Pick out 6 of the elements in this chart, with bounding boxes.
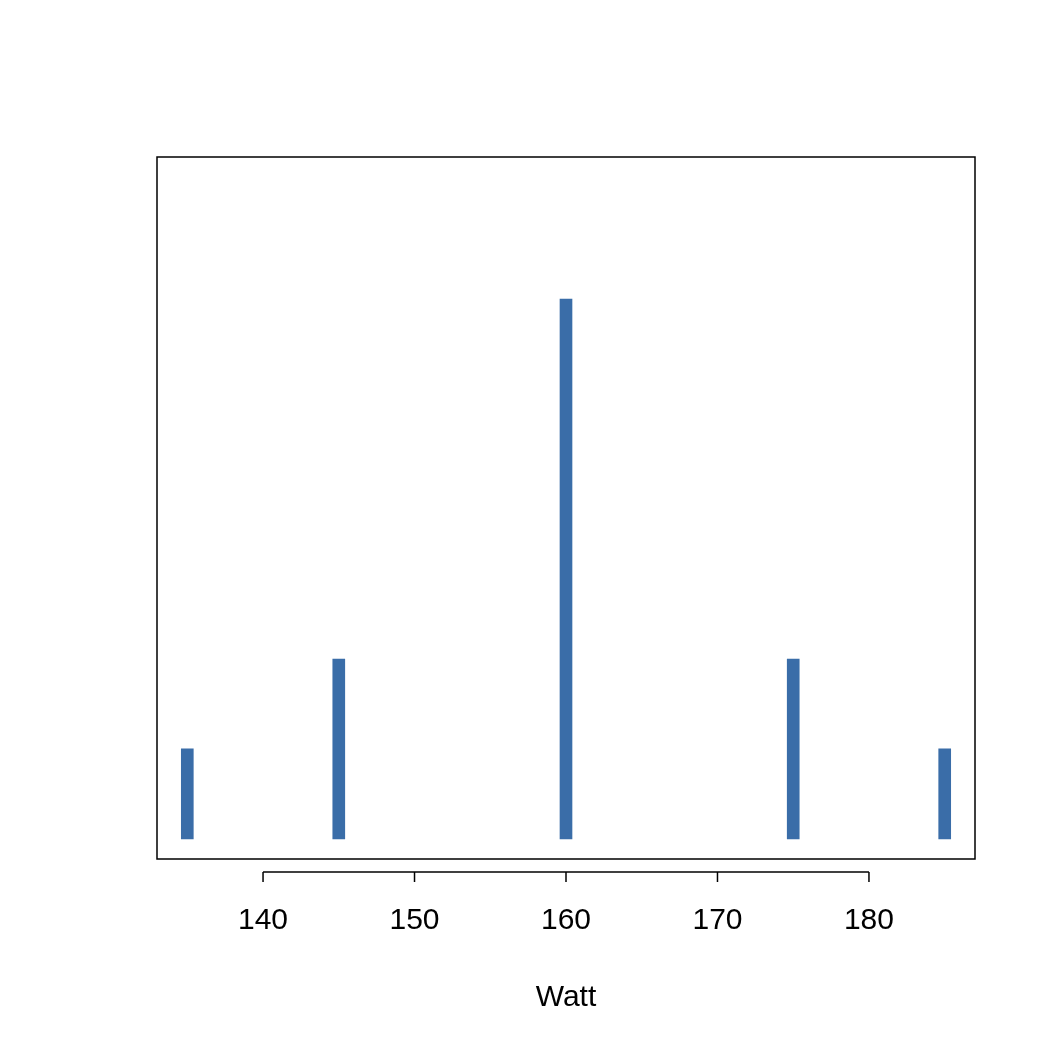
x-tick-label: 150 [389, 902, 440, 936]
x-tick-label: 140 [238, 902, 289, 936]
x-tick-label: 170 [692, 902, 743, 936]
x-axis-title: Watt [535, 979, 597, 1013]
x-tick-label: 180 [843, 902, 894, 936]
x-tick-label: 160 [540, 902, 592, 936]
